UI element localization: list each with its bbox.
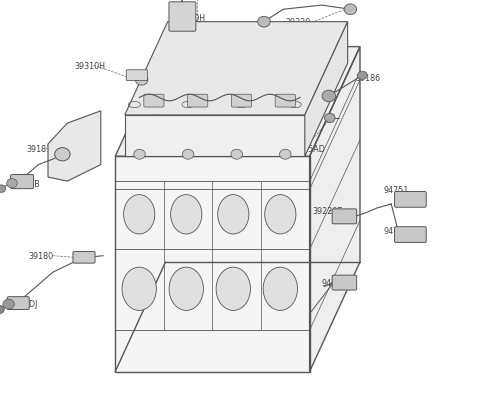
Polygon shape bbox=[125, 23, 348, 116]
Text: 39180: 39180 bbox=[29, 252, 54, 261]
FancyBboxPatch shape bbox=[169, 3, 196, 32]
FancyBboxPatch shape bbox=[7, 297, 29, 310]
Text: 39220E: 39220E bbox=[312, 206, 342, 215]
Text: 39250: 39250 bbox=[286, 31, 311, 40]
Text: 36125B: 36125B bbox=[10, 179, 40, 188]
Circle shape bbox=[231, 150, 242, 160]
Circle shape bbox=[324, 114, 335, 123]
Circle shape bbox=[258, 17, 270, 28]
Text: 1220HL: 1220HL bbox=[166, 132, 196, 141]
Circle shape bbox=[7, 179, 17, 188]
Text: 1140FY: 1140FY bbox=[132, 111, 161, 120]
Circle shape bbox=[135, 75, 148, 86]
Text: 39310H: 39310H bbox=[74, 62, 106, 71]
Circle shape bbox=[3, 299, 14, 309]
Circle shape bbox=[279, 150, 291, 160]
Ellipse shape bbox=[216, 268, 251, 311]
FancyBboxPatch shape bbox=[231, 95, 252, 108]
Circle shape bbox=[0, 306, 4, 314]
Ellipse shape bbox=[265, 195, 296, 235]
Polygon shape bbox=[305, 23, 348, 157]
Text: 39320: 39320 bbox=[286, 18, 311, 27]
Polygon shape bbox=[125, 116, 305, 157]
FancyBboxPatch shape bbox=[188, 95, 208, 108]
FancyBboxPatch shape bbox=[126, 71, 147, 81]
Circle shape bbox=[344, 5, 357, 16]
Circle shape bbox=[182, 150, 194, 160]
Text: 94751: 94751 bbox=[384, 185, 409, 195]
Ellipse shape bbox=[218, 195, 249, 235]
Polygon shape bbox=[115, 157, 310, 372]
Text: 94755: 94755 bbox=[384, 227, 409, 236]
FancyBboxPatch shape bbox=[395, 192, 426, 208]
Circle shape bbox=[322, 91, 336, 102]
Polygon shape bbox=[310, 47, 360, 372]
Circle shape bbox=[55, 148, 70, 161]
Text: 1125AD: 1125AD bbox=[293, 144, 324, 153]
Text: 1140DJ: 1140DJ bbox=[10, 299, 38, 308]
Ellipse shape bbox=[122, 268, 156, 311]
Ellipse shape bbox=[124, 195, 155, 235]
Ellipse shape bbox=[171, 195, 202, 235]
FancyBboxPatch shape bbox=[395, 227, 426, 243]
FancyBboxPatch shape bbox=[275, 95, 295, 108]
Ellipse shape bbox=[263, 268, 298, 311]
FancyBboxPatch shape bbox=[332, 209, 357, 224]
Text: 39186: 39186 bbox=[355, 74, 380, 83]
FancyBboxPatch shape bbox=[73, 252, 95, 263]
Text: 39350H: 39350H bbox=[174, 14, 205, 23]
Polygon shape bbox=[48, 112, 101, 182]
FancyBboxPatch shape bbox=[11, 175, 34, 189]
Ellipse shape bbox=[169, 268, 204, 311]
FancyBboxPatch shape bbox=[332, 275, 357, 290]
Text: 39181A: 39181A bbox=[26, 144, 57, 153]
Circle shape bbox=[0, 185, 6, 193]
Circle shape bbox=[134, 150, 145, 160]
Text: 94750: 94750 bbox=[322, 278, 347, 287]
FancyBboxPatch shape bbox=[144, 95, 164, 108]
Polygon shape bbox=[115, 47, 360, 157]
Circle shape bbox=[358, 72, 367, 80]
